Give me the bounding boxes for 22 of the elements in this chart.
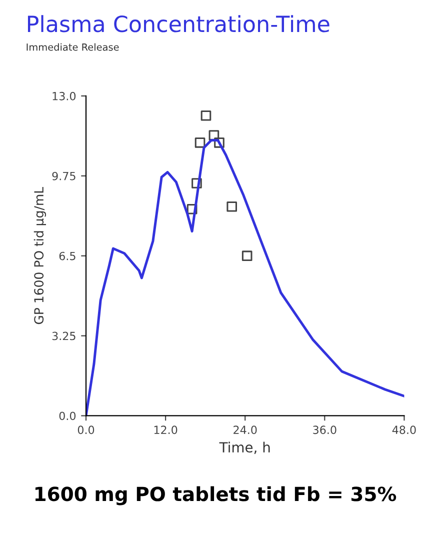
- point: [186, 204, 198, 214]
- point: [192, 178, 202, 188]
- text: 1600 mg PO tablets tid Fb = 35%: [35, 486, 396, 506]
- point: [200, 110, 212, 121]
- x-tick-label: 0.0: [78, 426, 94, 434]
- y-axis-title: GP 1600 PO tid µg/mL: [34, 186, 46, 324]
- point: [214, 138, 224, 148]
- x-tick-label: 24.0: [234, 426, 257, 434]
- y-tick-label: 3.25: [52, 332, 76, 340]
- x-tick-label: 12.0: [154, 426, 178, 434]
- y-tick-label: 6.5: [59, 252, 76, 260]
- y-tick-label: 0.0: [59, 412, 76, 420]
- x-tick-label: 48.0: [392, 426, 416, 434]
- chart-subtitle: Immediate Release: [26, 43, 119, 51]
- point: [226, 201, 237, 212]
- x-tick-label: 36.0: [313, 426, 336, 434]
- y-tick-label: 13.0: [52, 92, 76, 100]
- point: [242, 250, 252, 261]
- point: [194, 138, 206, 148]
- chart-title: Plasma Concentration-Time: [28, 15, 330, 32]
- x-axis-title: Time, h: [219, 442, 270, 454]
- y-tick-label: 9.75: [52, 172, 76, 180]
